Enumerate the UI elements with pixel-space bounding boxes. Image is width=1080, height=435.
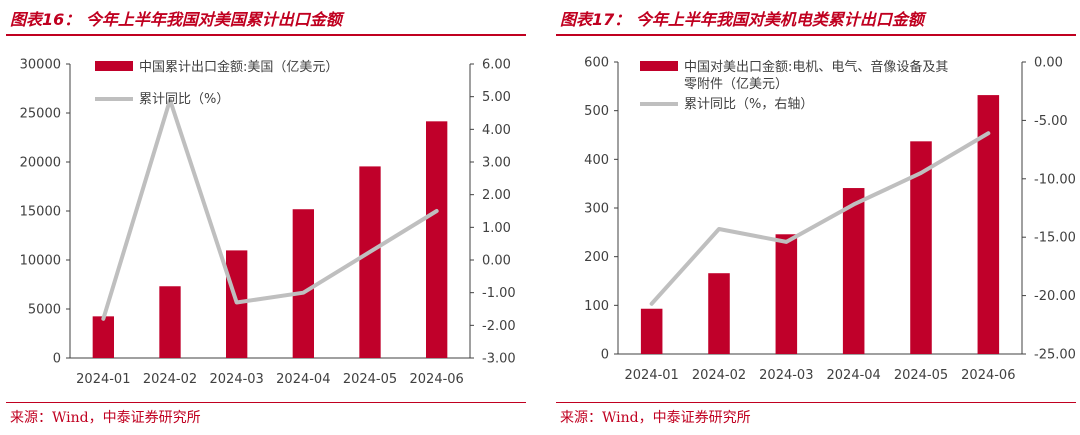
bar — [910, 141, 932, 354]
right-tick-label: -15.00 — [1034, 231, 1076, 246]
left-tick-label: 5000 — [28, 303, 61, 318]
x-tick-label: 2024-04 — [827, 368, 881, 383]
right-tick-label: 1.00 — [482, 221, 511, 236]
left-tick-label: 500 — [584, 104, 609, 119]
legend-label-bar: 零附件（亿美元） — [684, 77, 788, 92]
figure-title-16: 图表16： 今年上半年我国对美国累计出口金额 — [10, 10, 342, 29]
bar — [426, 121, 448, 358]
series-line — [101, 97, 439, 321]
left-tick-label: 200 — [584, 250, 609, 265]
figure-title-17: 图表17： 今年上半年我国对美机电类累计出口金额 — [560, 10, 924, 29]
right-tick-label: 6.00 — [482, 58, 511, 73]
right-tick-label: -5.00 — [1034, 114, 1068, 129]
x-tick-label: 2024-02 — [692, 368, 746, 383]
x-tick-label: 2024-01 — [76, 372, 130, 387]
bar — [292, 209, 314, 358]
series-line — [649, 131, 991, 306]
chart-17: 0 100 200 300 400 500 600 -25.00 -20.00 -15.00 -10… — [584, 56, 1076, 384]
right-tick-label: -10.00 — [1034, 172, 1076, 187]
bar — [708, 273, 730, 354]
legend-swatch-bar — [95, 61, 133, 71]
legend-label-bar: 中国对美出口金额:电机、电气、音像设备及其 — [684, 59, 948, 75]
source-rule — [556, 402, 1076, 403]
source-rule — [6, 402, 526, 403]
x-tick-label: 2024-03 — [210, 372, 264, 387]
source-note: 来源：Wind，中泰证券研究所 — [10, 410, 201, 426]
title-rule — [556, 34, 1076, 36]
bar — [359, 166, 381, 358]
right-tick-label: -2.00 — [482, 319, 516, 334]
left-tick-label: 25000 — [20, 107, 61, 122]
left-tick-label: 15000 — [20, 205, 61, 220]
bar — [977, 95, 1000, 355]
bar — [92, 316, 114, 358]
left-tick-label: 30000 — [20, 58, 61, 73]
right-tick-label: 0.00 — [482, 254, 511, 269]
right-tick-label: -25.00 — [1034, 348, 1076, 363]
x-tick-label: 2024-03 — [759, 368, 813, 383]
legend-swatch-bar — [640, 61, 678, 71]
bar — [775, 234, 798, 354]
right-tick-label: -1.00 — [482, 286, 516, 301]
right-tick-label: 4.00 — [482, 123, 511, 138]
bar — [640, 308, 663, 354]
legend-label-line: 累计同比（%，右轴） — [684, 97, 813, 112]
left-tick-label: 0 — [53, 352, 61, 367]
right-tick-label: -3.00 — [482, 352, 516, 367]
right-tick-label: 2.00 — [482, 188, 511, 203]
x-tick-label: 2024-04 — [276, 372, 330, 387]
title-rule — [6, 34, 526, 36]
left-tick-label: 400 — [584, 153, 609, 168]
x-tick-label: 2024-05 — [894, 368, 948, 383]
left-tick-label: 600 — [584, 56, 609, 71]
left-tick-label: 300 — [584, 202, 609, 217]
x-tick-label: 2024-01 — [625, 368, 679, 383]
legend-label-line: 累计同比（%） — [139, 92, 229, 107]
left-tick-label: 100 — [584, 299, 609, 314]
left-tick-label: 10000 — [20, 254, 61, 269]
left-tick-label: 0 — [601, 348, 609, 363]
x-tick-label: 2024-06 — [410, 372, 464, 387]
bar — [842, 188, 865, 354]
x-tick-label: 2024-06 — [961, 368, 1015, 383]
chart-panel-16: 图表16： 今年上半年我国对美国累计出口金额 0 5000 10000 15000 20… — [0, 0, 530, 435]
right-tick-label: 3.00 — [482, 156, 511, 171]
left-tick-label: 20000 — [20, 156, 61, 171]
right-tick-label: -20.00 — [1034, 289, 1076, 304]
right-tick-label: 5.00 — [482, 90, 511, 105]
chart-panel-17: 图表17： 今年上半年我国对美机电类累计出口金额 0 100 200 300 400 50… — [550, 0, 1080, 435]
x-tick-label: 2024-02 — [143, 372, 197, 387]
bar — [159, 286, 181, 358]
legend-label-bar: 中国累计出口金额:美国（亿美元） — [139, 59, 338, 75]
x-tick-label: 2024-05 — [343, 372, 397, 387]
right-tick-label: 0.00 — [1034, 56, 1063, 71]
chart-16: 0 5000 10000 15000 20000 25000 30000 -3.00 -2.00… — [20, 58, 516, 388]
source-note: 来源：Wind，中泰证券研究所 — [560, 410, 751, 426]
